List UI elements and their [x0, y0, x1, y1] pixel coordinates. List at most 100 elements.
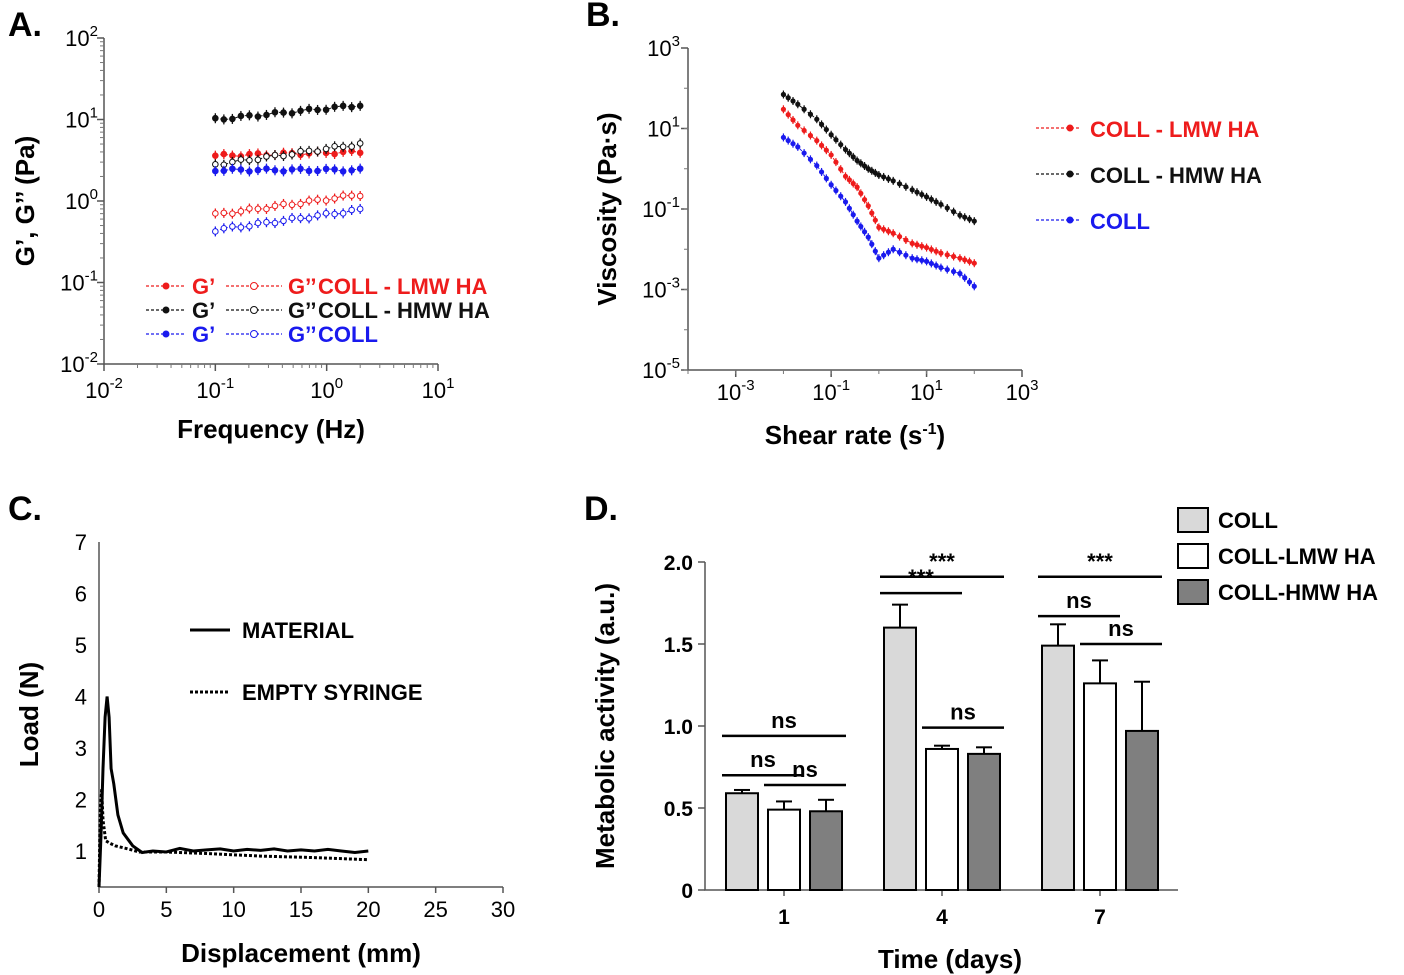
data-point [865, 203, 871, 209]
data-point [348, 103, 355, 111]
legend-name: COLL - HMW HA [318, 298, 490, 323]
data-point [356, 140, 364, 147]
panel-a: A. 10-2 10-1 100 101 10-2 10-1 100 101 102 Frequen… [8, 6, 490, 444]
panel-d-label: D. [584, 490, 618, 528]
y-tick-label: 101 [65, 105, 98, 133]
panel-b-ylabel: Viscosity (Pa·s) [592, 112, 622, 305]
data-point [348, 206, 355, 214]
significance-label: ns [1108, 616, 1134, 641]
data-point [212, 210, 219, 217]
x-tick-label: 25 [423, 897, 447, 922]
data-point [903, 237, 909, 243]
data-point [928, 260, 934, 267]
data-point [876, 255, 882, 261]
panel-d-legend-entry: COLL-LMW HA [1177, 543, 1376, 569]
data-point [801, 127, 807, 134]
data-point [928, 196, 934, 202]
legend-name: COLL - LMW HA [1090, 117, 1260, 142]
legend-gprime: G’ [192, 322, 215, 347]
legend-swatch [1177, 507, 1209, 533]
data-point [271, 219, 279, 227]
data-point [780, 134, 787, 141]
panel-a-xlabel: Frequency (Hz) [177, 414, 365, 444]
data-point [785, 137, 791, 144]
series-2 [212, 100, 364, 125]
significance-label: ns [750, 747, 776, 772]
data-point [348, 192, 355, 199]
data-point [246, 168, 253, 175]
data-point [807, 156, 814, 162]
data-point [331, 142, 338, 150]
y-tick-label: 1.5 [664, 634, 694, 657]
panel-b-legend-entry: COLL [1036, 209, 1150, 234]
panel-c-axes [98, 542, 503, 888]
series-3 [212, 138, 364, 170]
series-1 [212, 190, 364, 219]
data-point [348, 167, 355, 174]
data-point [297, 214, 304, 222]
data-point [818, 121, 825, 127]
data-point [246, 112, 253, 119]
data-point [950, 268, 957, 275]
data-point [950, 209, 957, 215]
data-point [801, 106, 807, 112]
data-point [246, 205, 253, 212]
series-dotted [97, 789, 369, 888]
significance-label: ns [771, 708, 797, 733]
data-point [966, 258, 973, 265]
panel-b-legend-entry: COLL - HMW HA [1036, 163, 1262, 188]
data-point [828, 182, 834, 188]
data-point [896, 181, 903, 187]
x-tick-label: 30 [491, 897, 515, 922]
series-1 [780, 90, 977, 226]
legend-marker [162, 306, 170, 314]
x-tick-label: 101 [910, 377, 943, 405]
data-point [280, 200, 287, 208]
data-point [885, 249, 892, 255]
data-point [339, 102, 347, 110]
data-point [919, 257, 925, 263]
legend-gprime: G’ [192, 274, 215, 299]
y-tick-label: 6 [75, 581, 87, 606]
data-point [305, 167, 313, 175]
data-point [823, 147, 829, 153]
data-point [263, 205, 270, 213]
y-tick-label: 7 [75, 530, 87, 555]
data-point [919, 243, 925, 249]
data-point [237, 208, 245, 215]
data-point [858, 160, 864, 166]
data-point [971, 260, 977, 266]
panel-b: B. 10-3 10-1 101 103 10-5 10-3 10-1 101 103 Shear … [586, 0, 1262, 450]
x-tick-label: 10-2 [85, 375, 123, 403]
data-point [254, 205, 262, 213]
data-point [861, 229, 868, 235]
data-point [876, 172, 882, 178]
panel-d: D. 0 0.5 1.0 1.5 2.0 Time (days) Metabolic acti… [584, 490, 1378, 974]
data-point [919, 191, 925, 198]
panel-a-label: A. [8, 6, 42, 44]
panel-c-label: C. [8, 490, 42, 528]
data-point [237, 156, 245, 163]
data-point [933, 262, 939, 269]
legend-gdoubleprime: G’’ [288, 298, 317, 323]
data-point [818, 169, 825, 175]
data-point [828, 152, 834, 158]
data-point [237, 166, 245, 173]
legend-name: MATERIAL [242, 618, 354, 643]
panel-c-ylabel: Load (N) [14, 662, 44, 767]
data-point [833, 137, 839, 143]
data-point [322, 209, 330, 217]
x-tick-label: 0 [93, 897, 105, 922]
data-point [869, 241, 875, 247]
x-tick-label: 7 [1094, 906, 1106, 929]
data-point [896, 249, 903, 255]
data-point [923, 244, 930, 251]
significance-label: *** [929, 549, 955, 574]
bar [1041, 644, 1075, 892]
data-point [263, 153, 270, 160]
y-tick-label: 10-1 [60, 268, 98, 296]
data-point [246, 222, 253, 230]
data-point [846, 205, 852, 211]
series-0 [780, 105, 977, 268]
data-point [305, 215, 313, 222]
